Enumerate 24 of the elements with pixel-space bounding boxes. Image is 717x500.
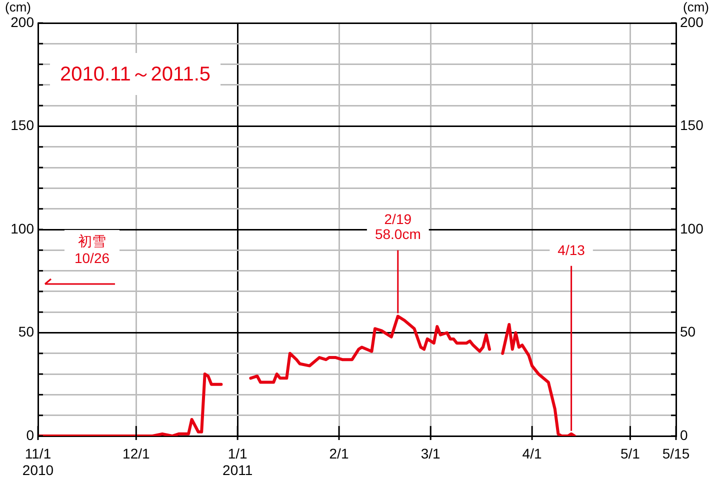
y2-tick-label: 100: [680, 220, 704, 236]
y2-axis-title: (cm): [683, 0, 709, 15]
y2-tick-label: 200: [680, 14, 704, 30]
x-tick-label: 2/1: [329, 445, 349, 462]
x-tick-label: 5/1: [620, 445, 640, 462]
x-tick-label: 11/1 2010: [22, 445, 54, 478]
x-tick-label: 12/1: [122, 445, 150, 462]
y2-tick-label: 50: [680, 324, 696, 340]
annotation: 2/19 58.0cm: [374, 211, 421, 242]
x-tick-label: 1/1 2011: [222, 445, 253, 478]
y-tick-label: 100: [10, 220, 34, 236]
y-tick-label: 150: [10, 117, 34, 134]
y-axis-title: (cm): [5, 0, 31, 15]
annotation: 4/13: [558, 242, 586, 258]
text: 2010.11～2011.5: [60, 64, 210, 86]
y2-tick-label: 150: [680, 117, 704, 134]
x-tick-label: 4/1: [522, 445, 542, 462]
y-tick-label: 0: [26, 426, 34, 443]
y2-tick-label: 0: [680, 426, 688, 443]
annotation: 初雪 10/26: [74, 232, 110, 266]
x-tick-label: 3/1: [420, 445, 441, 462]
y-tick-label: 50: [18, 324, 34, 340]
x-tick-label: 5/15: [662, 445, 690, 462]
y-tick-label: 200: [10, 14, 34, 30]
